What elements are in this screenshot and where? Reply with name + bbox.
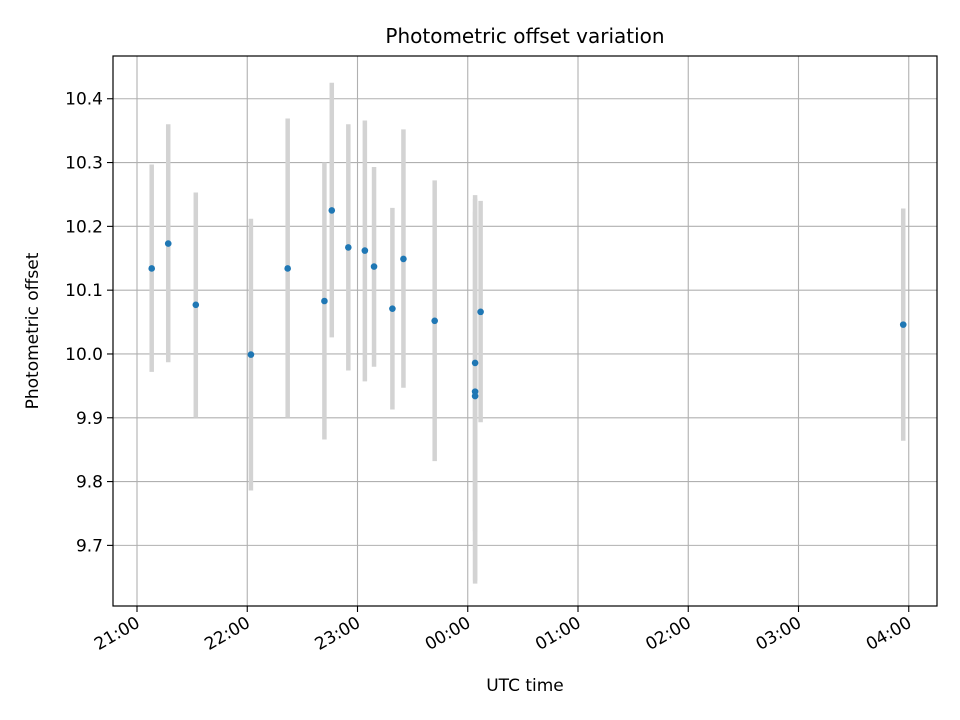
y-tick-label: 9.7 xyxy=(76,536,103,556)
data-point xyxy=(431,317,438,325)
data-point xyxy=(321,297,328,305)
y-tick-label: 10.1 xyxy=(65,281,103,301)
data-point xyxy=(148,265,155,272)
y-tick-label: 10.0 xyxy=(65,345,103,365)
plot-frame xyxy=(112,55,938,607)
data-point xyxy=(361,247,369,254)
grid-layer xyxy=(113,56,937,606)
data-point xyxy=(192,301,200,309)
y-tick-label: 10.2 xyxy=(65,217,103,237)
y-tick-label: 10.3 xyxy=(65,154,103,174)
chart-title: Photometric offset variation xyxy=(385,24,664,48)
y-tick-label: 9.8 xyxy=(76,473,103,493)
data-point xyxy=(164,240,172,247)
x-axis-title: UTC time xyxy=(486,676,564,696)
data-point xyxy=(247,351,255,358)
data-point xyxy=(477,308,484,316)
data-point xyxy=(328,207,336,214)
data-point xyxy=(471,359,479,367)
y-tick-label: 9.9 xyxy=(76,409,103,429)
y-axis-title: Photometric offset xyxy=(23,252,43,409)
point-layer xyxy=(148,207,907,400)
data-point xyxy=(471,392,479,400)
data-point xyxy=(400,255,407,263)
data-point xyxy=(389,305,396,312)
data-point xyxy=(899,321,907,328)
data-point xyxy=(345,244,352,251)
data-point xyxy=(370,263,378,270)
y-tick-label: 10.4 xyxy=(65,90,103,110)
y-tick-layer: 9.7 9.8 9.9 10.0 10.1 10.2 10.3 10.4 xyxy=(65,90,113,556)
data-point xyxy=(284,265,291,272)
